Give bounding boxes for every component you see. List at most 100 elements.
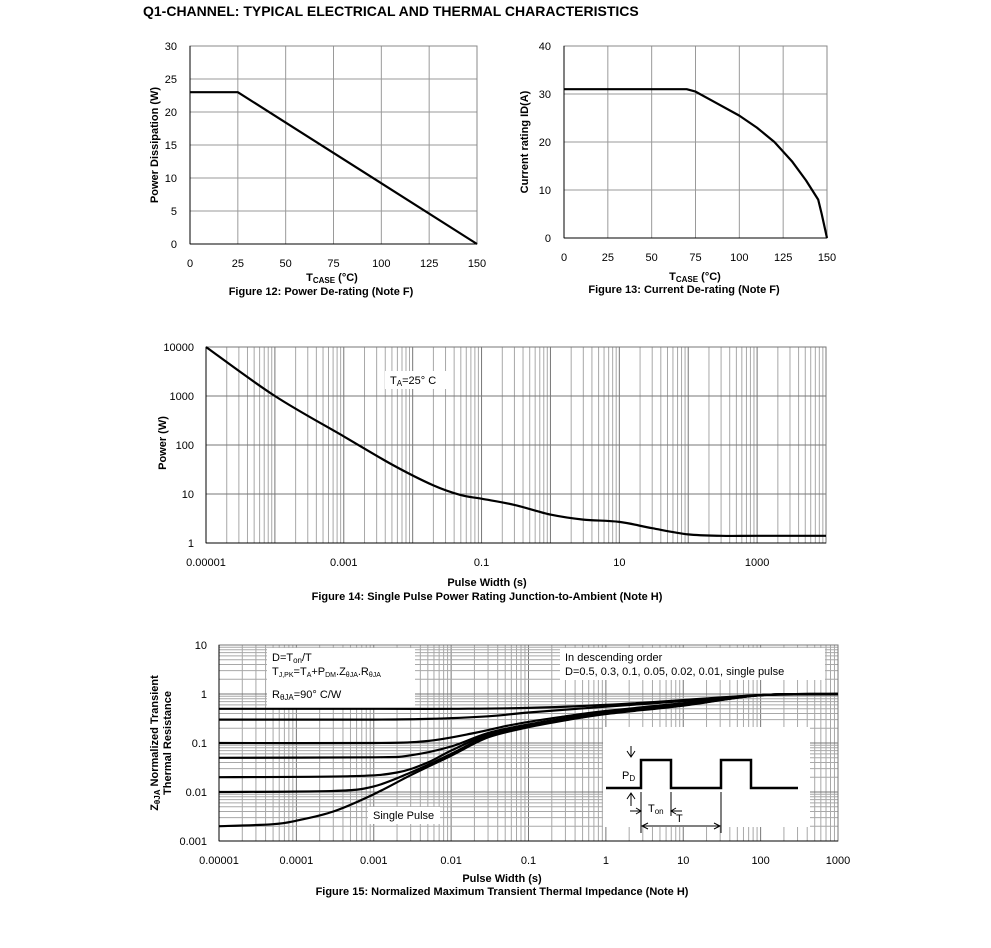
fig13-y-tick-label: 20 — [539, 137, 551, 149]
fig15-y-tick-label: 0.01 — [186, 787, 207, 799]
fig14-y-ticks: 1 10 100 1000 10000 — [163, 342, 194, 550]
fig13-y-tick-label: 40 — [539, 41, 551, 53]
fig13-caption: Figure 13: Current De-rating (Note F) — [588, 284, 780, 296]
figure-15: D=Ton/T TJ,PK=TA+PDM.ZθJA.RθJA RθJA=90° … — [149, 640, 850, 898]
fig12-x-tick-label: 150 — [468, 258, 486, 270]
fig12-y-tick-label: 25 — [165, 74, 177, 86]
fig14-series-line-0 — [205, 346, 826, 538]
fig15-legend-l2s1: J,PK — [279, 672, 294, 679]
fig13-y-tick-label: 10 — [539, 185, 551, 197]
fig14-series — [205, 346, 826, 538]
fig13-y-ticks: 0 10 20 30 40 — [539, 41, 551, 245]
fig15-y-ticks: 0.001 0.01 0.1 1 10 — [179, 640, 207, 848]
fig15-x-tick-label: 1 — [603, 855, 609, 867]
fig15-legend-l2s2: A — [307, 672, 312, 679]
fig13-x-tick-label: 50 — [646, 252, 658, 264]
fig15-inset-t-label: T — [676, 813, 683, 825]
fig15-ylabel-z: Z — [149, 804, 161, 811]
fig15-x-ticks: 0.00001 0.0001 0.001 0.01 0.1 1 10 100 1000 — [199, 855, 850, 867]
figure-14: TA=25° C 1 10 100 1000 10000 0.00001 0.001 0.1… — [157, 342, 827, 603]
fig15-inset-period-arrow — [640, 822, 722, 830]
fig15-legend-l2b: =T — [294, 666, 307, 678]
fig15-caption: Figure 15: Normalized Maximum Transient … — [316, 886, 689, 898]
fig12-x-tick-label: 100 — [372, 258, 390, 270]
fig15-ylabel-rest: Normalized Transient — [149, 675, 161, 790]
fig15-x-tick-label: 10 — [677, 855, 689, 867]
fig15-inset-ton-main: T — [648, 803, 655, 815]
fig14-x-ticks: 0.00001 0.001 0.1 10 1000 — [186, 557, 769, 569]
fig15-inset-pd-label: PD — [622, 770, 635, 783]
fig14-x-tick-label: 1000 — [745, 557, 769, 569]
fig13-series-line — [564, 88, 829, 239]
fig15-inset-pd-main: P — [622, 770, 629, 782]
fig15-y-tick-label: 10 — [195, 640, 207, 652]
fig12-x-label-sub: CASE — [313, 276, 336, 285]
fig15-legend-box — [267, 648, 415, 708]
fig15-order-note-2: D=0.5, 0.3, 0.1, 0.05, 0.02, 0.01, singl… — [565, 666, 784, 678]
fig14-y-tick-label: 1 — [188, 538, 194, 550]
figure-12: 0 5 10 15 20 25 30 0 25 50 75 100 125 150 Power Diss… — [149, 41, 486, 298]
fig12-x-tick-label: 125 — [420, 258, 438, 270]
fig12-y-tick-label: 20 — [165, 107, 177, 119]
fig12-x-tick-label: 50 — [280, 258, 292, 270]
fig15-y-tick-label: 1 — [201, 689, 207, 701]
fig14-x-tick-label: 0.001 — [330, 557, 358, 569]
fig12-x-ticks: 0 25 50 75 100 125 150 — [187, 258, 486, 270]
fig12-x-label-main: T — [306, 272, 313, 284]
fig14-y-tick-label: 10000 — [163, 342, 194, 354]
fig15-legend-l1a: D=T — [272, 652, 293, 664]
fig12-series — [190, 91, 478, 245]
fig14-annotation-rest: =25° C — [402, 375, 436, 387]
fig13-x-label-main: T — [669, 271, 676, 283]
fig15-legend-l2s4: θJA — [346, 672, 358, 679]
fig15-inset-bg — [603, 727, 810, 827]
fig15-x-tick-label: 0.1 — [521, 855, 536, 867]
fig13-y-tick-label: 0 — [545, 233, 551, 245]
fig14-annotation-main: T — [390, 375, 397, 387]
fig15-legend-l2e: .R — [358, 666, 369, 678]
fig15-order-note-1: In descending order — [565, 652, 663, 664]
fig15-legend-l3sub: θJA — [280, 693, 294, 702]
fig14-y-tick-label: 100 — [176, 440, 194, 452]
fig14-annotation-bg — [385, 371, 447, 389]
fig13-x-axis-label: TCASE (°C) — [669, 271, 721, 284]
fig15-inset-waveform — [606, 758, 798, 790]
fig15-inset-ton-sub: on — [655, 807, 664, 816]
fig13-x-tick-label: 125 — [774, 252, 792, 264]
fig15-x-tick-label: 0.0001 — [280, 855, 314, 867]
fig13-x-tick-label: 75 — [689, 252, 701, 264]
fig14-x-axis-label: Pulse Width (s) — [447, 577, 527, 589]
fig12-x-tick-label: 75 — [327, 258, 339, 270]
fig12-x-tick-label: 0 — [187, 258, 193, 270]
fig15-ylabel-sub: θJA — [153, 789, 162, 804]
fig15-series-line-6 — [218, 692, 839, 828]
fig14-grid — [205, 346, 827, 544]
fig13-series — [564, 88, 829, 239]
fig15-x-tick-label: 0.00001 — [199, 855, 239, 867]
fig12-y-tick-label: 30 — [165, 41, 177, 53]
fig15-y-axis-label-line1: ZθJA Normalized Transient — [149, 675, 162, 811]
fig13-x-tick-label: 25 — [602, 252, 614, 264]
fig14-annotation: TA=25° C — [390, 375, 436, 388]
fig14-y-tick-label: 10 — [182, 489, 194, 501]
fig15-x-tick-label: 0.001 — [360, 855, 388, 867]
fig15-legend-l1sub: on — [293, 656, 302, 665]
fig12-grid — [189, 45, 478, 245]
fig14-x-tick-label: 0.00001 — [186, 557, 226, 569]
fig12-y-ticks: 0 5 10 15 20 25 30 — [165, 41, 177, 251]
fig15-legend-l3b: =90° C/W — [294, 689, 342, 701]
fig15-x-tick-label: 100 — [751, 855, 769, 867]
fig12-x-label-unit: (°C) — [335, 272, 358, 284]
fig15-legend-l2s5: θJA — [369, 672, 381, 679]
fig15-single-pulse-bg — [368, 807, 440, 824]
fig12-x-axis-label: TCASE (°C) — [306, 272, 358, 285]
fig15-order-note-bg — [560, 648, 825, 680]
fig15-inset-pd-sub: D — [629, 774, 635, 783]
fig13-y-tick-label: 30 — [539, 89, 551, 101]
fig15-legend-l2c: +P — [311, 666, 325, 678]
fig14-y-tick-label: 1000 — [170, 391, 194, 403]
fig15-inset-ton-lines — [640, 792, 722, 833]
fig15-inset-ton-label: Ton — [648, 803, 664, 816]
page-title: Q1-CHANNEL: TYPICAL ELECTRICAL AND THERM… — [143, 3, 639, 19]
